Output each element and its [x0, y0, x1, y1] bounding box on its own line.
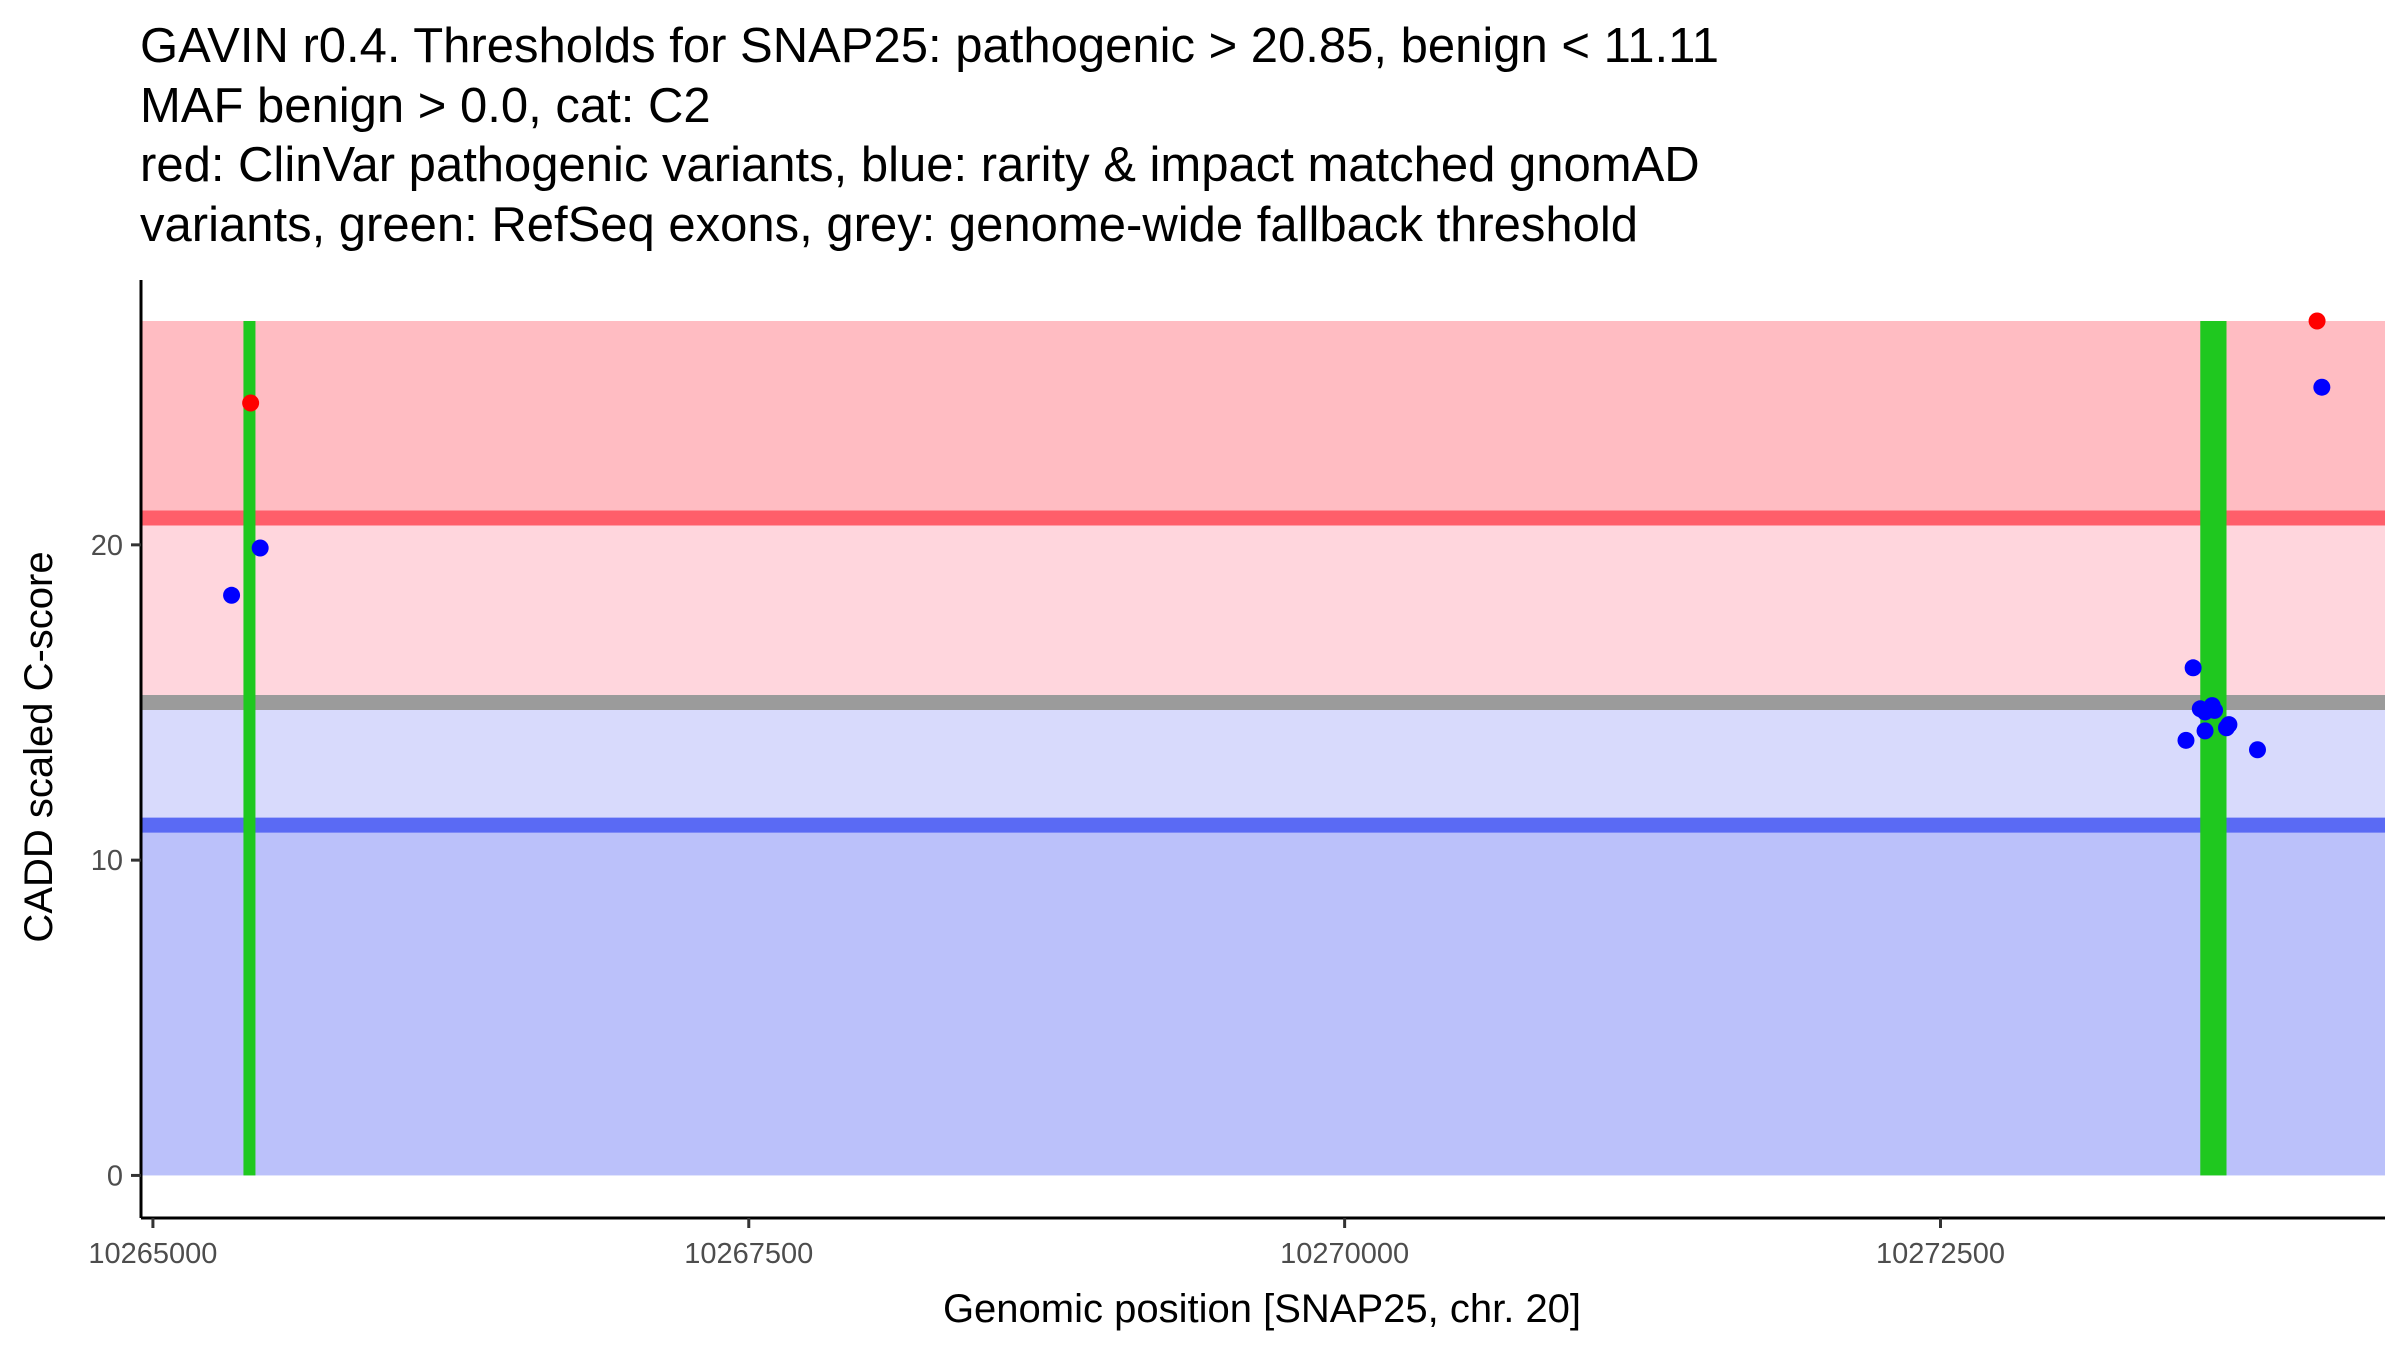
gnomad-point: [2177, 731, 2195, 749]
gnomad-point: [2313, 378, 2331, 396]
title-line-1: GAVIN r0.4. Thresholds for SNAP25: patho…: [140, 19, 1719, 73]
gnomad-point: [2196, 722, 2214, 740]
title-line-4: variants, green: RefSeq exons, grey: gen…: [140, 198, 1638, 252]
x-tick-label: 10267500: [684, 1238, 813, 1270]
gnomad-point: [2220, 716, 2238, 734]
y-tick-label: 0: [107, 1160, 123, 1192]
chart-title: GAVIN r0.4. Thresholds for SNAP25: patho…: [140, 19, 1719, 252]
exon-band-2: [2200, 320, 2227, 1176]
title-line-3: red: ClinVar pathogenic variants, blue: …: [140, 138, 1700, 192]
gnomad-point: [2206, 701, 2224, 719]
x-tick-label: 10272500: [1876, 1238, 2005, 1270]
exon-band-1: [243, 320, 256, 1176]
plot-area: [141, 312, 2385, 1176]
benign-uncertain-zone: [141, 697, 2385, 826]
clinvar-point: [242, 394, 260, 412]
gnomad-point: [2248, 741, 2266, 759]
pathogenic-zone: [141, 320, 2385, 519]
y-tick-label: 10: [91, 845, 123, 877]
x-axis-title: Genomic position [SNAP25, chr. 20]: [943, 1287, 1581, 1331]
x-tick-label: 10270000: [1280, 1238, 1409, 1270]
pathogenic-uncertain-zone: [141, 518, 2385, 698]
gnomad-point: [251, 539, 269, 557]
clinvar-point: [2308, 312, 2326, 330]
axes: 0 10 20 10265000 10267500 10270000 10272500: [88, 280, 2385, 1270]
title-line-2: MAF benign > 0.0, cat: C2: [140, 79, 711, 133]
benign-zone: [141, 825, 2385, 1176]
gnomad-point: [2184, 659, 2202, 677]
y-tick-label: 20: [91, 530, 123, 562]
y-axis-title: CADD scaled C-score: [17, 551, 61, 942]
x-tick-label: 10265000: [88, 1238, 217, 1270]
gnomad-point: [223, 586, 241, 604]
